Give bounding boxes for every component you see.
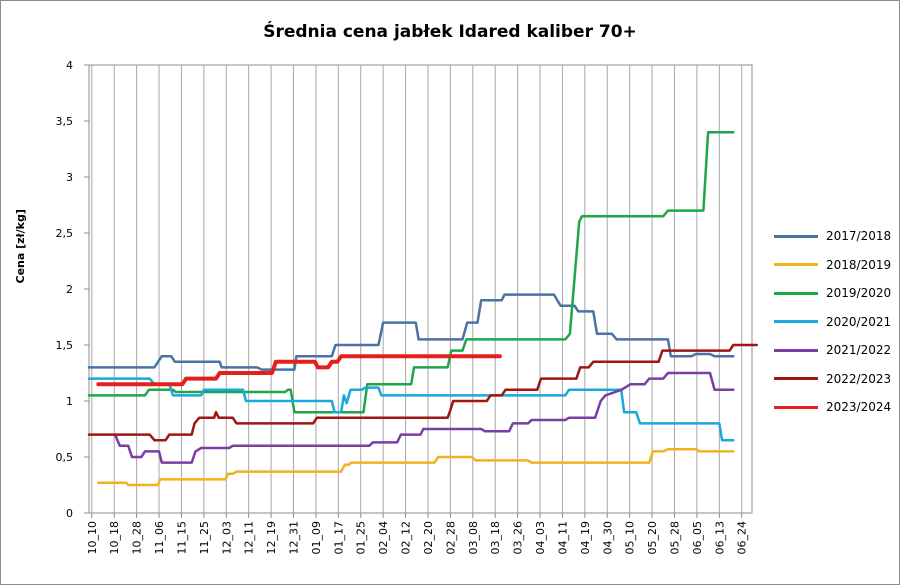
legend-item: 2022/2023	[774, 365, 891, 394]
legend-swatch	[774, 348, 818, 352]
legend-item: 2021/2022	[774, 336, 891, 365]
x-tick-label: 05_20	[646, 521, 659, 555]
legend-swatch	[774, 320, 818, 324]
x-tick-label: 04_11	[556, 521, 569, 555]
y-tick-label: 1	[66, 395, 73, 408]
chart-title: Średnia cena jabłek Idared kaliber 70+	[263, 22, 637, 42]
legend-item: 2017/2018	[774, 222, 891, 251]
x-tick-label: 11_15	[175, 521, 188, 555]
legend-label: 2019/2020	[826, 286, 892, 301]
x-tick-label: 06_13	[713, 521, 726, 555]
legend-label: 2020/2021	[826, 314, 892, 329]
x-tick-label: 05_28	[668, 521, 681, 555]
legend-label: 2017/2018	[826, 229, 892, 244]
legend-item: 2018/2019	[774, 251, 891, 280]
y-tick-label: 2	[66, 283, 73, 296]
x-tick-label: 03_08	[467, 521, 480, 555]
x-tick-label: 04_03	[534, 521, 547, 555]
x-tick-label: 12_03	[220, 521, 233, 555]
series-line	[87, 293, 735, 371]
x-tick-label: 06_05	[691, 521, 704, 555]
series-line	[87, 343, 758, 442]
x-tick-label: 04_30	[601, 521, 614, 555]
y-tick-label: 3	[66, 171, 73, 184]
x-tick-label: 02_12	[400, 521, 413, 555]
legend-item: 2020/2021	[774, 308, 891, 337]
x-tick-label: 04_19	[579, 521, 592, 555]
x-tick-label: 05_10	[624, 521, 637, 555]
x-tick-label: 12_19	[265, 521, 278, 555]
legend-swatch	[774, 234, 818, 238]
x-tick-label: 02_28	[444, 521, 457, 555]
legend-swatch	[774, 263, 818, 267]
x-tick-label: 01_17	[332, 521, 345, 555]
legend-item: 2019/2020	[774, 279, 891, 308]
legend: 2017/2018 2018/2019 2019/2020 2020/2021 2021…	[774, 222, 891, 422]
x-tick-label: 11_25	[198, 521, 211, 555]
legend-swatch	[774, 291, 818, 295]
legend-item: 2023/2024	[774, 393, 891, 422]
legend-label: 2021/2022	[826, 343, 892, 358]
series-line	[97, 447, 735, 487]
series-line	[87, 130, 735, 414]
x-tick-label: 02_04	[377, 521, 390, 555]
legend-swatch	[774, 405, 818, 409]
series-line	[87, 377, 735, 442]
x-tick-label: 03_26	[512, 521, 525, 555]
y-tick-label: 3,5	[56, 115, 74, 128]
legend-label: 2018/2019	[826, 257, 892, 272]
y-tick-label: 4	[66, 59, 73, 72]
y-tick-label: 0	[66, 507, 73, 520]
legend-swatch	[774, 377, 818, 381]
series-line	[96, 354, 502, 387]
x-tick-label: 01_09	[310, 521, 323, 555]
x-tick-label: 10_18	[108, 521, 121, 555]
x-tick-label: 10_28	[131, 521, 144, 555]
x-tick-label: 11_06	[153, 521, 166, 555]
series-line	[113, 371, 735, 464]
y-tick-label: 0,5	[56, 451, 74, 464]
x-tick-label: 10_10	[86, 521, 99, 555]
x-tick-label: 03_18	[489, 521, 502, 555]
x-tick-label: 02_20	[422, 521, 435, 555]
y-tick-label: 1,5	[56, 339, 74, 352]
legend-label: 2023/2024	[826, 400, 892, 415]
y-tick-label: 2,5	[56, 227, 74, 240]
x-tick-label: 06_24	[736, 521, 749, 555]
x-tick-label: 12_11	[243, 521, 256, 555]
x-tick-label: 01_25	[355, 521, 368, 555]
x-tick-label: 12_31	[288, 521, 301, 555]
legend-label: 2022/2023	[826, 371, 892, 386]
